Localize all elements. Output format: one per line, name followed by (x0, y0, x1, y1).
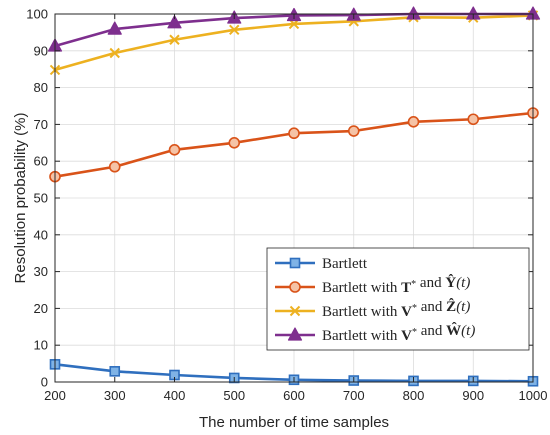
data-point (288, 127, 300, 140)
ticks: 200 300 400 500 600 700 800 900 1000 0 10 20 30 40 50 6… (26, 7, 547, 404)
x-tick-label: 500 (223, 388, 245, 403)
y-tick-label: 90 (34, 43, 48, 58)
data-point (347, 125, 360, 137)
legend-label: Bartlett with T* and Ŷ(t) (322, 274, 470, 296)
y-tick-label: 60 (34, 154, 48, 169)
x-tick-label: 1000 (519, 388, 548, 403)
y-axis-title: Resolution probability (%) (12, 113, 29, 284)
legend-marker (287, 327, 303, 341)
data-point (407, 116, 420, 128)
data-point (167, 15, 182, 29)
series-2 (49, 107, 539, 183)
y-tick-label: 50 (34, 191, 48, 206)
legend-box (266, 247, 530, 351)
data-point (228, 137, 241, 149)
legend-marker (289, 257, 301, 269)
x-axis-title: The number of time samples (199, 414, 389, 431)
x-tick-label: 900 (462, 388, 484, 403)
legend-entry-2: Bartlett with T* and Ŷ(t) (275, 274, 470, 296)
data-point (168, 143, 181, 156)
legend-marker (289, 281, 301, 293)
x-tick-label: 800 (403, 388, 425, 403)
x-tick-label: 600 (283, 388, 305, 403)
x-tick-label: 400 (164, 388, 186, 403)
legend-label: Bartlett with V* and Ŵ(t) (322, 322, 475, 344)
x-tick-label: 300 (104, 388, 126, 403)
legend-marker (289, 305, 301, 317)
data-point (467, 113, 480, 126)
data-point (229, 24, 240, 36)
legend-label: Bartlett (322, 256, 368, 272)
legend-entry-1: Bartlett (275, 256, 368, 272)
data-point (108, 160, 121, 173)
y-tick-label: 20 (34, 301, 48, 316)
y-tick-label: 70 (34, 117, 48, 132)
legend-entry-4: Bartlett with V* and Ŵ(t) (275, 322, 475, 344)
y-tick-label: 30 (34, 264, 48, 279)
y-tick-label: 0 (41, 375, 48, 390)
x-tick-label: 200 (44, 388, 66, 403)
y-tick-label: 10 (34, 338, 48, 353)
data-point (169, 34, 180, 45)
data-point (109, 47, 120, 59)
y-tick-label: 80 (34, 80, 48, 95)
legend-entry-3: Bartlett with V* and Ẑ(t) (275, 298, 470, 320)
data-point (109, 366, 121, 377)
y-tick-label: 100 (26, 7, 48, 22)
y-tick-label: 40 (34, 227, 48, 242)
x-tick-label: 700 (343, 388, 365, 403)
legend-label: Bartlett with V* and Ẑ(t) (322, 298, 470, 320)
data-point (107, 21, 122, 35)
